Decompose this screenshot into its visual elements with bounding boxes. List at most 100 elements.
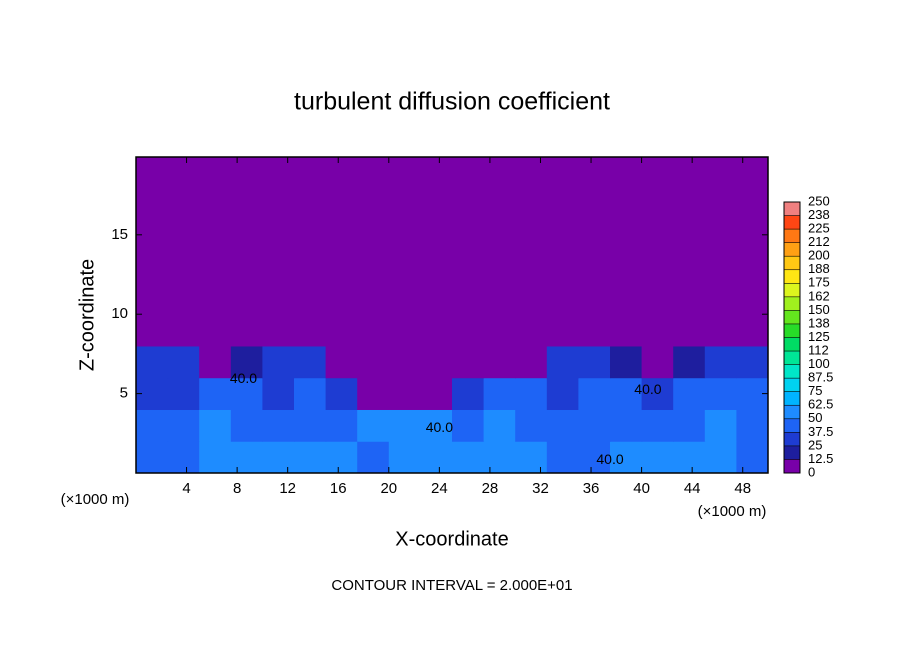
cell (546, 157, 579, 347)
cell (230, 345, 263, 379)
cell (483, 409, 516, 442)
cell (736, 157, 769, 347)
colorbar-band (784, 256, 800, 270)
cell (167, 345, 200, 379)
cell (199, 377, 232, 410)
y-tick-label: 15 (111, 226, 128, 243)
cell (704, 345, 737, 379)
colorbar-band (784, 432, 800, 446)
colorbar-label: 150 (808, 302, 830, 317)
x-tick-label: 8 (233, 480, 241, 497)
colorbar-label: 75 (808, 383, 822, 398)
cell (641, 345, 674, 379)
cell (199, 441, 232, 474)
cell (515, 377, 548, 410)
cell (452, 345, 485, 379)
colorbar-label: 200 (808, 248, 830, 263)
colorbar-label: 0 (808, 464, 815, 479)
cell (515, 409, 548, 442)
cell (357, 441, 390, 474)
colorbar-label: 225 (808, 221, 830, 236)
cell (420, 441, 453, 474)
colorbar-label: 138 (808, 315, 830, 330)
cell (294, 377, 327, 410)
colorbar-label: 125 (808, 329, 830, 344)
cell (199, 157, 232, 347)
cell (673, 441, 706, 474)
cell (167, 377, 200, 410)
colorbar-label: 12.5 (808, 451, 833, 466)
colorbar-band (784, 445, 800, 460)
cell (230, 441, 263, 474)
cell (578, 441, 611, 474)
cell (515, 157, 548, 347)
cell (199, 409, 232, 442)
cell (641, 409, 674, 442)
cell (578, 157, 611, 347)
cell (736, 409, 769, 442)
colorbar-band (784, 378, 800, 392)
cell (357, 345, 390, 379)
colorbar-band (784, 323, 800, 338)
cell (357, 377, 390, 410)
cell (230, 377, 263, 410)
colorbar-label: 188 (808, 261, 830, 276)
chart-title: turbulent diffusion coefficient (294, 88, 610, 116)
colorbar-band (784, 459, 800, 473)
cell (420, 377, 453, 410)
cell (610, 409, 643, 442)
cell (610, 345, 643, 379)
colorbar-label: 212 (808, 234, 830, 249)
cell (294, 441, 327, 474)
y-axis-label: Z-coordinate (76, 259, 98, 371)
y-unit: (×1000 m) (61, 491, 130, 508)
cell (420, 157, 453, 347)
cell (578, 377, 611, 410)
cell (546, 441, 579, 474)
cell (704, 377, 737, 410)
colorbar-label: 50 (808, 410, 822, 425)
contour-label: 40.0 (634, 381, 661, 397)
cell (230, 409, 263, 442)
footnote: CONTOUR INTERVAL = 2.000E+01 (331, 577, 572, 594)
colorbar-band (784, 202, 800, 216)
cell (420, 409, 453, 442)
colorbar-band (784, 242, 800, 257)
cell (578, 409, 611, 442)
cell (483, 157, 516, 347)
x-tick-label: 48 (734, 480, 751, 497)
cell (515, 441, 548, 474)
y-tick-label: 10 (111, 305, 128, 322)
colorbar-band (784, 337, 800, 352)
colorbar-label: 112 (808, 342, 829, 357)
contour-label: 40.0 (230, 370, 257, 386)
colorbar-label: 37.5 (808, 424, 833, 439)
colorbar-band (784, 229, 800, 243)
cell (483, 345, 516, 379)
cell (452, 409, 485, 442)
contour-label: 40.0 (596, 451, 623, 467)
x-tick-label: 4 (182, 480, 190, 497)
cell (420, 345, 453, 379)
colorbar-band (784, 405, 800, 419)
x-tick-label: 20 (380, 480, 397, 497)
colorbar-label: 162 (808, 288, 830, 303)
cell (704, 157, 737, 347)
cell (262, 409, 295, 442)
cell (452, 441, 485, 474)
cell (610, 441, 643, 474)
cell (357, 157, 390, 347)
cell (673, 377, 706, 410)
cell (325, 157, 358, 347)
contour-label: 40.0 (426, 419, 453, 435)
plot-frame (135, 156, 769, 474)
cell (452, 377, 485, 410)
x-tick-label: 32 (532, 480, 549, 497)
cell (673, 345, 706, 379)
cell (294, 157, 327, 347)
cell (294, 409, 327, 442)
y-tick-label: 5 (120, 385, 128, 402)
cell (262, 157, 295, 347)
cell (736, 345, 769, 379)
